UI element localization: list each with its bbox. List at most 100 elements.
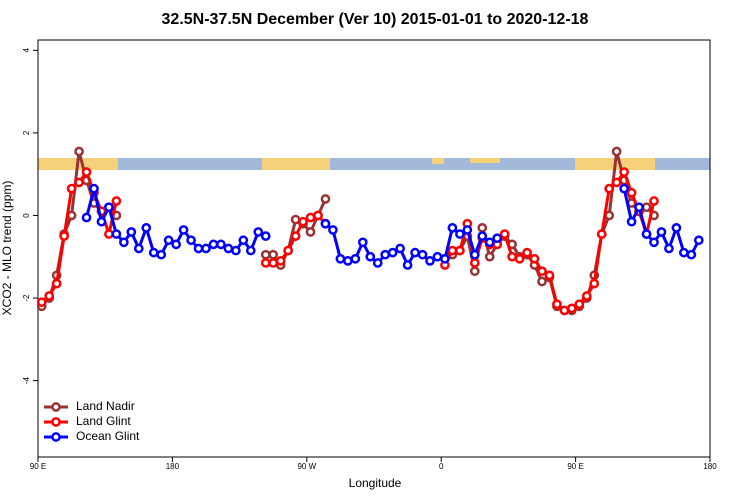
data-point xyxy=(223,243,234,254)
data-point xyxy=(328,225,338,235)
data-point xyxy=(641,202,652,213)
data-point xyxy=(290,231,301,241)
data-point xyxy=(171,239,181,250)
data-point xyxy=(469,249,480,260)
legend-marker xyxy=(51,432,61,442)
data-point xyxy=(96,216,107,227)
data-point xyxy=(89,183,99,194)
data-point xyxy=(447,245,458,256)
data-point xyxy=(395,243,405,254)
data-point xyxy=(111,196,122,206)
data-point xyxy=(208,239,219,250)
data-point xyxy=(387,247,398,258)
data-point xyxy=(283,245,293,256)
data-point xyxy=(671,223,682,233)
data-point xyxy=(447,223,458,233)
data-point xyxy=(537,276,547,287)
data-point xyxy=(156,249,167,260)
x-tick-label: 90 E xyxy=(567,462,583,471)
data-point xyxy=(574,299,585,310)
data-point xyxy=(484,251,495,262)
data-point xyxy=(66,183,77,194)
data-point xyxy=(417,249,428,260)
data-point xyxy=(238,235,249,246)
data-point xyxy=(604,183,615,194)
data-point xyxy=(163,235,174,246)
data-point xyxy=(402,260,413,270)
data-point xyxy=(425,256,435,266)
data-point xyxy=(335,253,346,264)
x-tick-label: 90 E xyxy=(30,462,46,471)
data-point xyxy=(484,237,495,248)
data-point xyxy=(320,218,331,229)
data-point xyxy=(455,229,465,239)
data-point xyxy=(51,278,62,289)
y-tick-label: -4 xyxy=(22,377,31,385)
series-line xyxy=(40,168,656,313)
data-point xyxy=(477,223,488,233)
chart-title: 32.5N-37.5N December (Ver 10) 2015-01-01… xyxy=(162,11,589,28)
data-point xyxy=(81,212,92,223)
data-point xyxy=(268,258,279,268)
data-point xyxy=(298,216,308,227)
y-tick-label: 0 xyxy=(22,213,31,218)
data-point xyxy=(581,291,592,301)
data-point xyxy=(59,231,69,241)
legend-marker xyxy=(51,417,61,427)
data-point xyxy=(305,227,316,237)
data-point xyxy=(469,266,480,277)
y-tick-label: -2 xyxy=(22,294,31,302)
data-point xyxy=(74,146,84,157)
x-tick-label: 0 xyxy=(439,462,444,471)
data-point xyxy=(290,214,301,225)
data-point xyxy=(649,196,659,206)
x-tick-label: 180 xyxy=(166,462,180,471)
legend-marker xyxy=(51,402,61,412)
legend-label: Ocean Glint xyxy=(76,429,140,443)
data-point xyxy=(320,194,331,204)
data-point xyxy=(313,210,323,221)
data-point xyxy=(104,229,114,239)
data-point xyxy=(641,229,652,239)
data-point xyxy=(148,247,159,258)
data-point xyxy=(664,243,674,254)
data-point xyxy=(552,299,562,310)
data-point xyxy=(350,253,361,264)
data-point xyxy=(596,229,607,239)
y-tick-label: 2 xyxy=(22,130,31,135)
data-point xyxy=(626,216,637,227)
y-axis-label: XCO2 - MLO trend (ppm) xyxy=(0,181,14,316)
data-point xyxy=(260,258,271,268)
data-point xyxy=(619,167,629,177)
data-point xyxy=(462,225,473,235)
data-point xyxy=(529,253,540,264)
data-point xyxy=(693,235,704,246)
data-point xyxy=(268,249,279,260)
data-point xyxy=(231,245,241,256)
data-point xyxy=(514,253,525,264)
x-tick-label: 90 W xyxy=(297,462,316,471)
data-point xyxy=(365,251,376,262)
data-point xyxy=(679,247,689,258)
data-point xyxy=(253,227,264,237)
data-point xyxy=(305,212,316,223)
data-point xyxy=(410,247,420,258)
data-point xyxy=(686,249,697,260)
legend-label: Land Glint xyxy=(76,414,131,428)
data-point xyxy=(611,177,622,188)
data-point xyxy=(477,231,488,241)
data-point xyxy=(611,146,622,157)
data-point xyxy=(649,237,659,248)
data-point xyxy=(455,245,465,256)
data-point xyxy=(380,249,391,260)
data-point xyxy=(36,297,47,308)
data-point xyxy=(260,249,271,260)
data-point xyxy=(201,243,211,254)
data-point xyxy=(186,235,196,246)
data-point xyxy=(193,243,204,254)
data-point xyxy=(111,229,122,239)
data-point xyxy=(372,258,383,268)
data-point xyxy=(44,291,55,301)
data-point xyxy=(634,202,644,213)
